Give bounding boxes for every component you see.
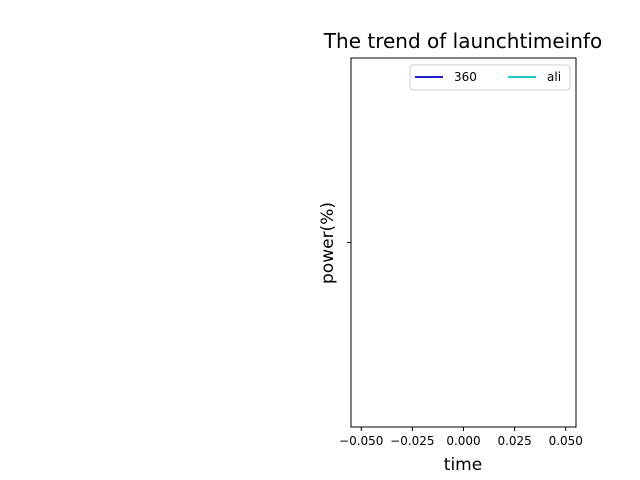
x-axis-ticks: −0.050 −0.025 0.000 0.025 0.050 (339, 427, 583, 448)
plot-area (350, 57, 577, 428)
chart-title: The trend of launchtimeinfo (323, 29, 602, 53)
legend-frame (409, 64, 571, 91)
x-axis-label: time (444, 455, 482, 475)
x-tick-label: 0.025 (497, 434, 531, 448)
legend-label-360: 360 (454, 70, 477, 84)
x-tick-label: −0.050 (339, 434, 383, 448)
x-tick-label: 0.000 (446, 434, 480, 448)
y-axis-label: power(%) (318, 202, 338, 284)
x-tick-label: −0.025 (390, 434, 434, 448)
legend: 360 ali (409, 64, 571, 91)
legend-label-ali: ali (547, 70, 561, 84)
x-tick-label: 0.050 (549, 434, 583, 448)
